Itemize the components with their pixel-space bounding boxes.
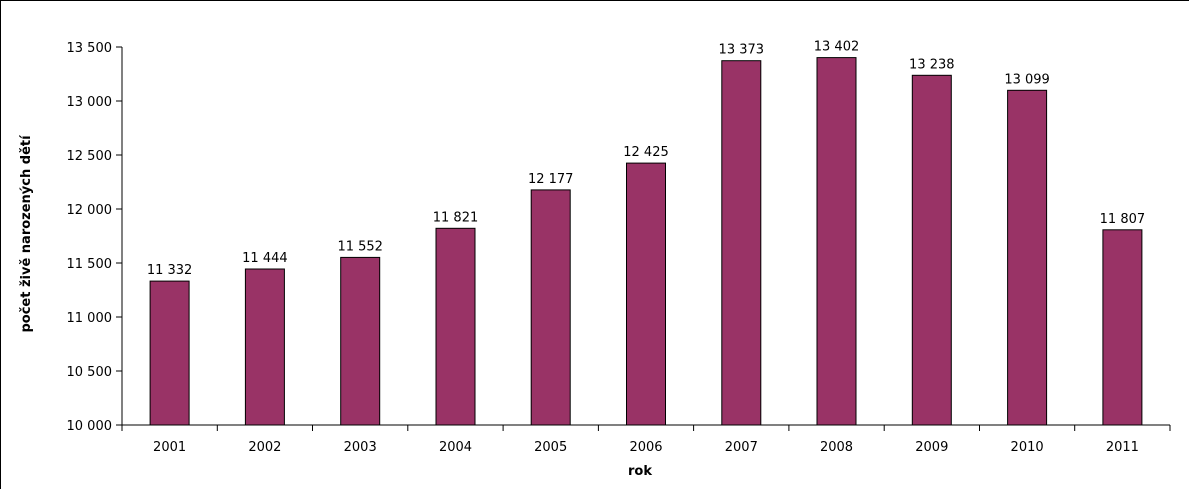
x-axis-title: rok (628, 464, 652, 479)
bars-layer (149, 57, 1143, 426)
y-tick-label-11500: 11 500 (67, 257, 113, 272)
data-label-2001: 11 332 (147, 263, 193, 278)
y-tick-label-13500: 13 500 (67, 41, 113, 56)
data-label-2005: 12 177 (528, 172, 574, 187)
data-label-2004: 11 821 (433, 210, 479, 225)
data-label-2009: 13 238 (909, 57, 955, 72)
bar-2011 (1102, 229, 1143, 426)
data-label-2008: 13 402 (814, 40, 860, 55)
x-tick-label-2009: 2009 (915, 440, 948, 455)
x-tick-label-2003: 2003 (344, 440, 377, 455)
data-label-2003: 11 552 (337, 239, 383, 254)
y-tick-label-12500: 12 500 (67, 149, 113, 164)
x-tick-label-2010: 2010 (1011, 440, 1044, 455)
data-label-2011: 11 807 (1100, 212, 1146, 227)
x-tick-label-2007: 2007 (725, 440, 758, 455)
x-tick-label-2006: 2006 (629, 440, 662, 455)
bar-2004 (435, 227, 476, 426)
y-tick-label-12000: 12 000 (67, 203, 113, 218)
data-label-2002: 11 444 (242, 251, 288, 266)
bar-2007 (721, 60, 762, 426)
bar-2001 (149, 280, 190, 426)
y-tick-label-10500: 10 500 (67, 365, 113, 380)
y-tick-label-10000: 10 000 (67, 419, 113, 434)
y-tick-label-11000: 11 000 (67, 311, 113, 326)
data-label-2007: 13 373 (719, 43, 765, 58)
bar-2002 (244, 268, 285, 426)
bar-2006 (626, 162, 666, 426)
data-label-2010: 13 099 (1004, 72, 1050, 87)
y-axis-title: počet živě narozených dětí (19, 134, 34, 333)
x-tick-label-2001: 2001 (153, 440, 186, 455)
bar-2005 (530, 189, 571, 426)
bar-2003 (340, 256, 381, 426)
x-tick-label-2011: 2011 (1106, 440, 1139, 455)
labels-layer: 11 332 2001 11 444 2002 11 552 2003 11 821 2004… (67, 40, 1146, 455)
x-tick-label-2005: 2005 (534, 440, 567, 455)
x-tick-label-2004: 2004 (439, 440, 472, 455)
y-tick-label-13000: 13 000 (67, 95, 113, 110)
axes-layer (116, 46, 1171, 431)
x-tick-label-2002: 2002 (248, 440, 281, 455)
bar-2008 (816, 57, 857, 426)
data-label-2006: 12 425 (623, 145, 669, 160)
x-tick-label-2008: 2008 (820, 440, 853, 455)
bar-2010 (1007, 89, 1048, 426)
bar-2009 (911, 74, 952, 426)
